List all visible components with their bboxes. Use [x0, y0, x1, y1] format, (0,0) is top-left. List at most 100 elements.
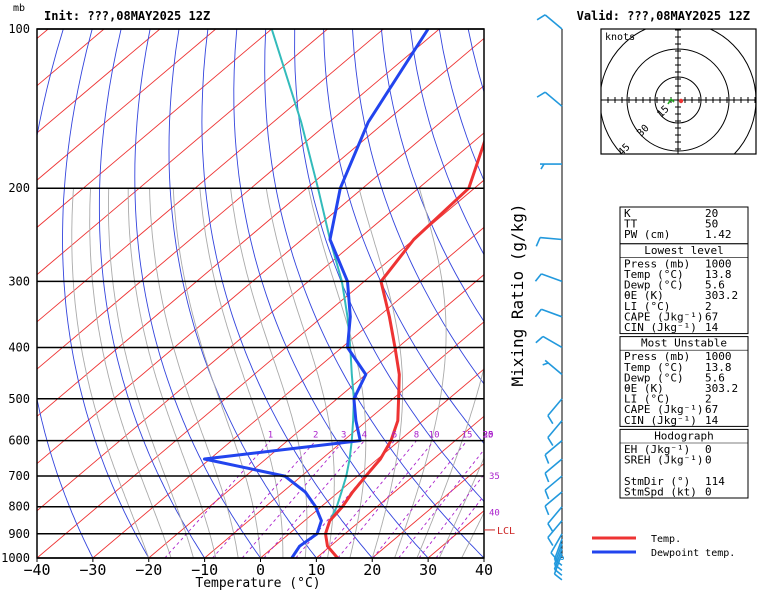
- index-label: Temp (°C): [624, 268, 684, 281]
- wind-barb: [547, 506, 563, 533]
- pressure-tick-label: 700: [8, 469, 30, 483]
- isotherm-line: [316, 415, 484, 558]
- moist-adiabat: [416, 366, 484, 558]
- index-label: Dewp (°C): [624, 371, 684, 384]
- index-value: 14: [705, 414, 719, 427]
- dry-adiabat: [294, 29, 484, 503]
- mixing-ratio-line: [318, 440, 417, 558]
- index-value: 303.2: [705, 382, 738, 395]
- wind-barb: [542, 359, 563, 376]
- wind-barb: [535, 236, 563, 247]
- mixing-ratio-line: [418, 473, 484, 558]
- pressure-tick-label: 1000: [1, 551, 30, 565]
- pressure-tick-label: 400: [8, 340, 30, 354]
- moist-adiabat: [149, 188, 239, 558]
- index-value: 1000: [705, 350, 732, 363]
- index-value: 0: [705, 454, 712, 467]
- moist-adiabat: [438, 456, 484, 558]
- index-label: CIN (Jkg⁻¹): [624, 321, 697, 334]
- index-value: 20: [705, 207, 718, 220]
- mixing-ratio-label: 6: [392, 431, 397, 441]
- mixing-ratio-edge-label: 35: [489, 472, 500, 482]
- wind-barb: [547, 520, 563, 547]
- wind-barb: [544, 458, 563, 483]
- plot-frame: [36, 28, 485, 559]
- dry-adiabat: [233, 29, 429, 558]
- valid-time-label: Valid: ???,08MAY2025 12Z: [577, 9, 750, 23]
- temperature-tick-label: 0: [256, 561, 265, 579]
- dry-adiabat: [380, 29, 484, 323]
- wind-barb: [547, 420, 563, 447]
- temperature-axis-title: Temperature (°C): [195, 576, 320, 591]
- index-label: Press (mb): [624, 257, 690, 270]
- wind-barb: [534, 308, 563, 318]
- temperature-tick-label: 40: [475, 561, 493, 579]
- wind-barb: [534, 273, 563, 283]
- index-label: Press (mb): [624, 350, 690, 363]
- init-time-label: Init: ???,08MAY2025 12Z: [44, 9, 210, 23]
- series-line-temperature: [324, 138, 484, 558]
- index-label: K: [624, 207, 631, 220]
- isotherm-line: [37, 29, 272, 228]
- dry-adiabat: [264, 29, 484, 558]
- mixing-ratio-label: 10: [429, 431, 440, 441]
- wind-barbs: [534, 14, 564, 581]
- index-label: TT: [624, 218, 638, 231]
- mixing-ratio-label: 8: [414, 431, 419, 441]
- index-value: 67: [705, 403, 718, 416]
- index-value: 303.2: [705, 289, 738, 302]
- mixing-ratio-line: [372, 440, 468, 558]
- mixing-ratio-line: [241, 440, 345, 558]
- legend: Temp. Dewpoint temp.: [592, 534, 735, 559]
- index-label: LI (°C): [624, 393, 670, 406]
- index-label: θE (K): [624, 382, 664, 395]
- index-value: 5.6: [705, 371, 725, 384]
- pressure-tick-label: 500: [8, 392, 30, 406]
- index-value: 2: [705, 300, 712, 313]
- temperature-tick-label: −30: [79, 561, 106, 579]
- isotherm-line: [371, 462, 484, 558]
- pressure-tick-label: 600: [8, 434, 30, 448]
- wind-barb: [550, 533, 563, 561]
- index-section-title: Hodograph: [654, 429, 714, 442]
- index-value: 1000: [705, 257, 732, 270]
- isotherm-line: [37, 29, 384, 323]
- dry-adiabat: [352, 29, 484, 385]
- hodograph-ticks: [607, 29, 756, 150]
- dry-adiabat: [168, 29, 317, 558]
- temperature-axis: −40 −30 −20 −10 0 10 20 30 40: [23, 558, 493, 579]
- pressure-tick-label: 800: [8, 500, 30, 514]
- mixing-ratio-line: [164, 440, 271, 558]
- pressure-tick-label: 200: [8, 181, 30, 195]
- isotherm-line: [37, 29, 440, 370]
- mixing-ratio-label: 20: [483, 431, 494, 441]
- isotherm-line: [37, 29, 328, 276]
- wind-barb: [544, 440, 563, 464]
- dry-adiabat: [409, 29, 484, 256]
- mixing-ratio-label: 1: [268, 431, 273, 441]
- wind-barb: [536, 91, 563, 107]
- index-label: Dewp (°C): [624, 279, 684, 292]
- wind-barb: [540, 163, 562, 170]
- index-label: CIN (Jkg⁻¹): [624, 414, 697, 427]
- isobars: [37, 28, 484, 559]
- index-label: SREH (Jkg⁻¹): [624, 454, 703, 467]
- temperature-tick-label: −10: [191, 561, 218, 579]
- index-label: θE (K): [624, 289, 664, 302]
- index-value: 14: [705, 321, 719, 334]
- legend-label: Temp.: [651, 534, 681, 545]
- dry-adiabat: [201, 29, 373, 558]
- mixing-ratio-line: [263, 440, 365, 558]
- pressure-tick-label: 300: [8, 274, 30, 288]
- temperature-tick-label: −20: [135, 561, 162, 579]
- moist-adiabat: [461, 511, 484, 558]
- mixing-ratio-label: 25: [483, 431, 494, 441]
- wind-barb: [536, 14, 563, 30]
- wind-barb: [553, 538, 563, 567]
- mixing-ratio-axis-title: Mixing Ratio (g/kg): [508, 203, 527, 386]
- index-label: StmSpd (kt): [624, 485, 697, 498]
- isotherm-line: [92, 226, 484, 558]
- index-section-title: Most Unstable: [641, 337, 727, 350]
